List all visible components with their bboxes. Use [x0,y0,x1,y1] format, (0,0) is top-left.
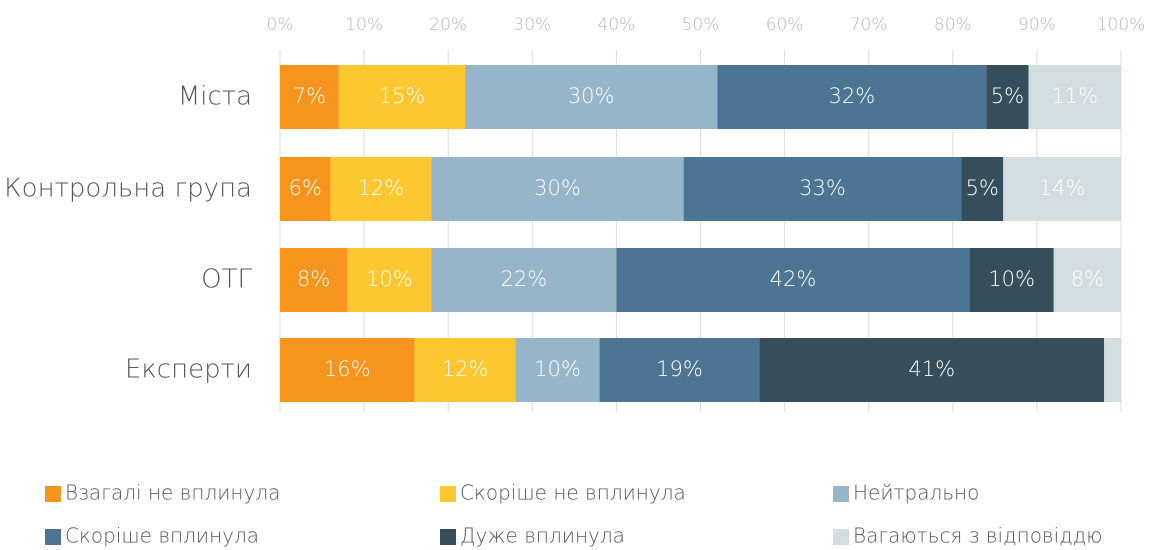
x-tick-label: 60% [766,15,804,35]
bar-segment [683,157,962,221]
data-label: 10% [534,357,581,381]
data-label: 19% [656,357,703,381]
legend-swatch [440,486,456,502]
bar-segment [347,248,432,312]
data-label: 30% [534,176,581,200]
data-label: 12% [358,176,405,200]
data-label: 12% [442,357,489,381]
bar-segment [280,338,415,402]
data-label: 41% [908,357,955,381]
data-label: 42% [770,267,817,291]
legend-label: Скоріше не вплинула [460,481,686,505]
data-label: 11% [1051,84,1098,108]
legend-label: Взагалі не вплинула [65,481,280,505]
data-label: 8% [1071,267,1104,291]
y-tick-label: Контрольна група [4,174,252,204]
y-tick-label: Експерти [125,355,252,385]
legend-swatch [440,529,456,545]
bar-segment [431,248,617,312]
x-tick-label: 90% [1018,15,1056,35]
data-label: 15% [379,84,426,108]
bar-segment [515,338,600,402]
bar-segment [338,65,466,129]
data-label: 10% [988,267,1035,291]
data-label: 5% [991,84,1024,108]
legend-swatch [45,486,61,502]
y-tick-label: Міста [178,82,252,112]
data-label: 10% [366,267,413,291]
data-label: 8% [297,267,330,291]
bar-segment [1003,157,1121,221]
legend-label: Дуже вплинула [460,524,625,548]
legend-label: Вагаються з відповіддю [853,524,1103,548]
data-label: 32% [829,84,876,108]
bar-segment [986,65,1029,129]
x-tick-label: 50% [682,15,720,35]
bar-segment [969,248,1054,312]
data-label: 22% [501,267,548,291]
bar-segment [431,157,684,221]
legend-swatch [833,486,849,502]
data-label: 14% [1039,176,1086,200]
bar-segment [1104,338,1121,402]
x-tick-label: 70% [850,15,888,35]
x-tick-label: 40% [598,15,636,35]
bar-segment [414,338,516,402]
bar-segment [599,338,760,402]
data-label: 7% [293,84,326,108]
x-tick-label: 30% [513,15,551,35]
x-tick-label: 0% [267,15,294,35]
bar-segment [616,248,970,312]
bar-segment [280,65,339,129]
data-label: 6% [289,176,322,200]
bar-segment [280,248,348,312]
data-label: 5% [966,176,999,200]
data-label: 16% [324,357,371,381]
x-tick-label: 100% [1097,15,1146,35]
bar-segment [330,157,432,221]
legend-label: Нейтрально [853,481,979,505]
bar-segment [280,157,331,221]
bar-segment [465,65,718,129]
bar-segment [1028,65,1121,129]
data-label: 30% [568,84,615,108]
bar-segment [759,338,1105,402]
legend-swatch [833,529,849,545]
bar-segment [961,157,1004,221]
x-tick-label: 80% [934,15,972,35]
x-tick-label: 20% [429,15,467,35]
y-tick-label: ОТГ [201,265,252,295]
bar-segment [717,65,987,129]
legend-swatch [45,529,61,545]
bar-segment [1053,248,1121,312]
legend-label: Скоріше вплинула [65,524,259,548]
x-tick-label: 10% [345,15,383,35]
data-label: 33% [799,176,846,200]
